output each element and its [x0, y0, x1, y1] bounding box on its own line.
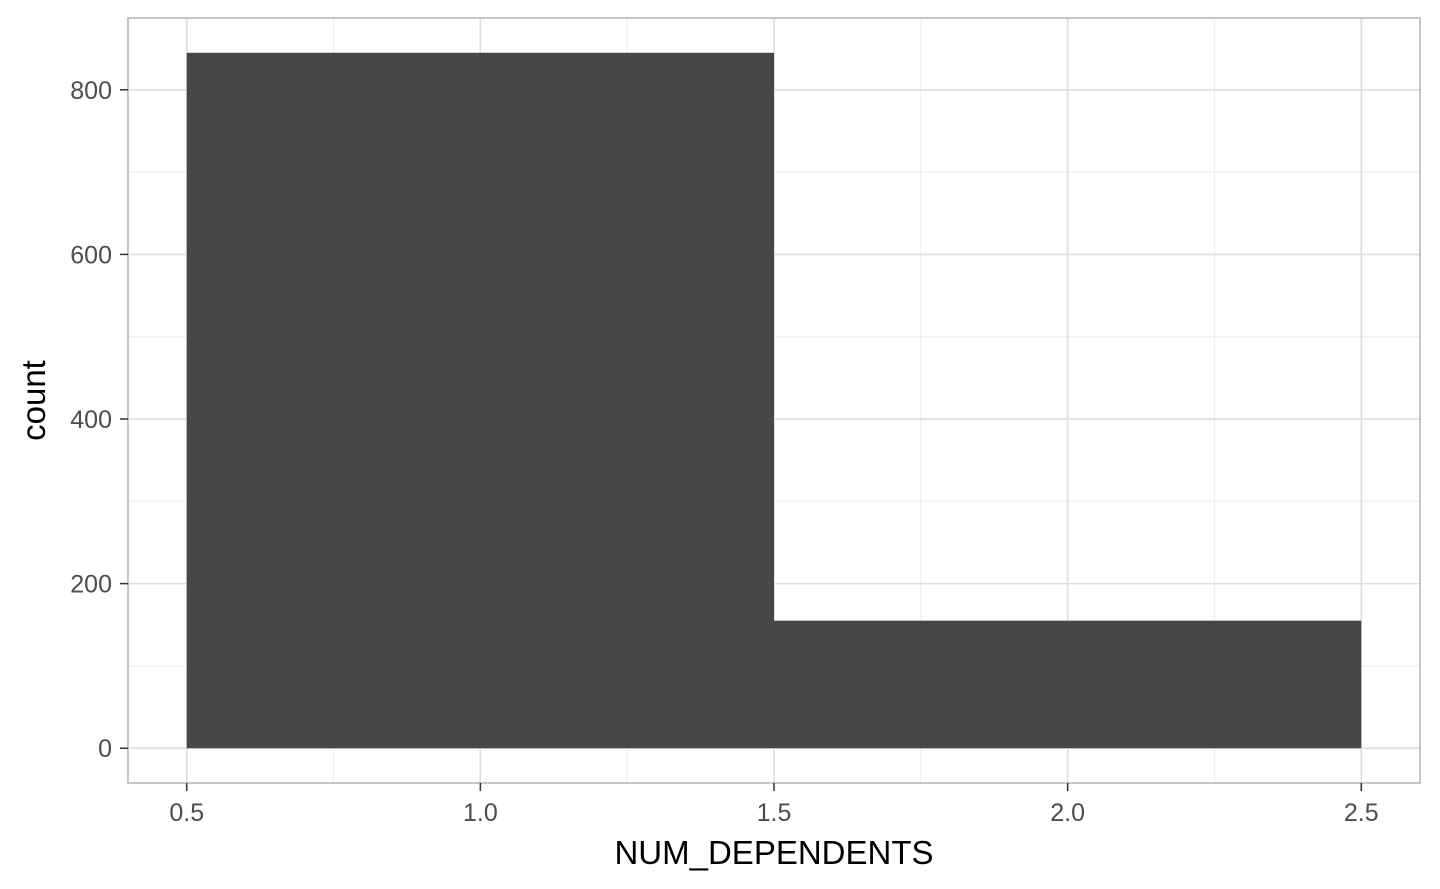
- x-tick-label: 1.0: [463, 799, 498, 827]
- x-tick-label: 2.0: [1050, 799, 1085, 827]
- y-tick-label: 400: [70, 406, 112, 434]
- x-tick-label: 1.5: [757, 799, 792, 827]
- y-tick-label: 0: [98, 735, 112, 763]
- histogram-bar-1: [186, 52, 774, 749]
- x-axis-ticks: 0.5 1.0 1.5 2.0 2.5: [169, 783, 1379, 827]
- y-tick-label: 200: [70, 571, 112, 599]
- y-tick-label: 800: [70, 77, 112, 105]
- y-tick-label: 600: [70, 241, 112, 269]
- y-axis-title: count: [15, 360, 52, 441]
- x-tick-label: 0.5: [169, 799, 204, 827]
- histogram-bar-2: [774, 620, 1362, 749]
- x-axis-title: NUM_DEPENDENTS: [614, 834, 933, 871]
- histogram-bars: [186, 52, 1362, 749]
- x-tick-label: 2.5: [1344, 799, 1379, 827]
- y-axis-ticks: 0 200 400 600 800: [70, 77, 128, 763]
